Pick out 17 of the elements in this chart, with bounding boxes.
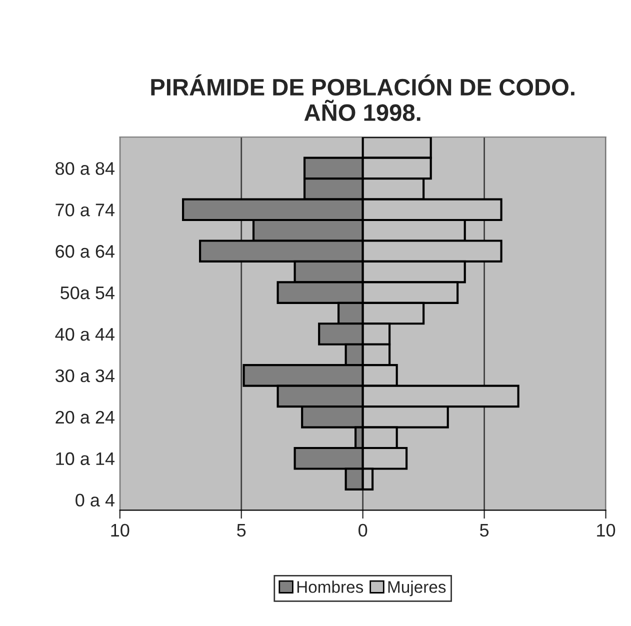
y-tick-label: 60 a 64 (56, 245, 115, 258)
y-tick-label: 20 a 24 (56, 410, 115, 424)
legend-label: Hombres (297, 580, 364, 593)
y-tick-label: 30 a 34 (55, 369, 115, 382)
y-tick-label: 80 a 84 (56, 162, 115, 175)
x-tick-label: 0 (358, 524, 368, 537)
x-tick-label: 5 (237, 524, 246, 537)
x-tick-label: 10 (597, 524, 616, 537)
legend-label: Mujeres (388, 580, 446, 596)
y-tick-label: 50a 54 (60, 286, 115, 300)
y-tick-label: 0 a 4 (76, 494, 115, 507)
y-tick-label: 70 a 74 (56, 204, 115, 216)
y-tick-label: 40 a 44 (55, 328, 115, 341)
y-tick-label: 10 a 14 (56, 452, 115, 466)
x-tick-label: 10 (111, 524, 130, 537)
chart-title: PIRÁMIDE DE POBLACIÓN DE CODO. AÑO 1998. (151, 74, 574, 122)
x-tick-label: 5 (480, 524, 489, 537)
